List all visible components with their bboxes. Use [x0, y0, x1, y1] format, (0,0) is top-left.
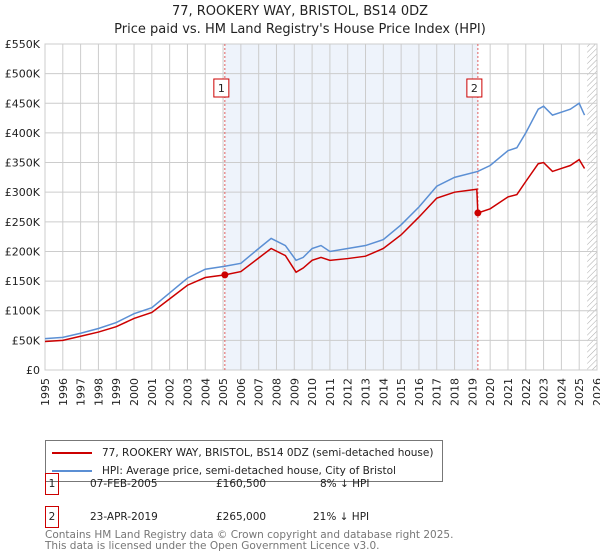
- sale-box: [213, 78, 230, 98]
- y-tick-label: £400K: [5, 127, 41, 140]
- x-tick-label: 2015: [395, 378, 408, 406]
- x-tick-label: 2009: [288, 378, 301, 406]
- sale-price: £160,500: [216, 478, 267, 490]
- footer: Contains HM Land Registry data © Crown c…: [45, 530, 453, 552]
- sale-hpi-diff: 21% ↓ HPI: [313, 511, 370, 523]
- sale-date: 07-FEB-2005: [90, 478, 158, 490]
- y-tick-label: £50K: [12, 334, 41, 347]
- sale-point: [474, 209, 482, 217]
- x-tick-label: 1998: [92, 378, 105, 406]
- x-tick-label: 2005: [217, 378, 230, 406]
- x-tick-label: 2002: [164, 378, 177, 406]
- y-tick-label: £550K: [5, 38, 41, 51]
- x-tick-label: 2011: [324, 378, 337, 406]
- y-tick-label: £200K: [5, 245, 41, 258]
- chart-title: 77, ROOKERY WAY, BRISTOL, BS14 0DZ: [171, 4, 429, 19]
- legend-swatch-blue: [52, 470, 92, 472]
- y-tick-label: £100K: [5, 305, 41, 318]
- footer-licence: This data is licensed under the Open Gov…: [45, 540, 380, 552]
- sale-marker-2: 2: [45, 506, 59, 528]
- sale-box-label: 1: [218, 82, 225, 95]
- legend-label-hpi: HPI: Average price, semi-detached house,…: [102, 465, 396, 477]
- y-tick-label: £150K: [5, 275, 41, 288]
- x-tick-label: 2010: [306, 378, 319, 406]
- x-tick-label: 2024: [555, 378, 568, 406]
- x-tick-label: 2014: [377, 378, 390, 406]
- sale-box: [466, 78, 483, 98]
- y-tick-label: £350K: [5, 157, 41, 170]
- chart-subtitle: Price paid vs. HM Land Registry's House …: [114, 22, 486, 37]
- shaded-period: [224, 44, 478, 370]
- x-tick-label: 2019: [466, 378, 479, 406]
- sale-date: 23-APR-2019: [90, 511, 158, 523]
- x-tick-label: 1995: [39, 378, 52, 406]
- plot-frame: [44, 43, 598, 371]
- x-tick-label: 2025: [573, 378, 586, 406]
- x-tick-label: 2026: [591, 378, 600, 406]
- x-tick-label: 2006: [235, 378, 248, 406]
- legend-label-property: 77, ROOKERY WAY, BRISTOL, BS14 0DZ (semi…: [102, 447, 434, 459]
- x-tick-label: 2001: [146, 378, 159, 406]
- sale-box-label: 2: [471, 82, 478, 95]
- x-tick-label: 2023: [538, 378, 551, 406]
- x-tick-label: 2012: [342, 378, 355, 406]
- forecast-hatch: [587, 44, 597, 370]
- y-tick-label: £450K: [5, 97, 41, 110]
- x-tick-label: 2016: [413, 378, 426, 406]
- sale-marker-1: 1: [45, 473, 59, 495]
- plot-area: 1995 1996 1997 1998 1999 2000 2001 2002 2003 2004…: [5, 38, 600, 406]
- y-tick-label: £500K: [5, 68, 41, 81]
- x-tick-label: 1999: [110, 378, 123, 406]
- x-tick-label: 2008: [270, 378, 283, 406]
- x-tick-label: 1997: [75, 378, 88, 406]
- x-tick-label: 2022: [520, 378, 533, 406]
- x-tick-label: 2013: [360, 378, 373, 406]
- property-line: [44, 158, 586, 343]
- sale-hpi-diff: 8% ↓ HPI: [320, 478, 370, 490]
- sale-point: [221, 271, 229, 279]
- sale-price: £265,000: [216, 511, 267, 523]
- y-tick-label: £0: [26, 364, 40, 377]
- legend-swatch-red: [52, 452, 92, 454]
- y-tick-label: £250K: [5, 216, 41, 229]
- x-tick-label: 2003: [181, 378, 194, 406]
- x-tick-label: 2021: [502, 378, 515, 406]
- x-tick-label: 1996: [57, 378, 70, 406]
- legend: 77, ROOKERY WAY, BRISTOL, BS14 0DZ (semi…: [45, 440, 443, 482]
- y-tick-label: £300K: [5, 186, 41, 199]
- x-tick-label: 2000: [128, 378, 141, 406]
- x-tick-label: 2020: [484, 378, 497, 406]
- footer-copyright: Contains HM Land Registry data © Crown c…: [45, 529, 454, 541]
- x-tick-label: 2004: [199, 378, 212, 406]
- hpi-line: [44, 102, 586, 340]
- x-tick-label: 2018: [449, 378, 462, 406]
- x-tick-label: 2017: [431, 378, 444, 406]
- x-tick-label: 2007: [253, 378, 266, 406]
